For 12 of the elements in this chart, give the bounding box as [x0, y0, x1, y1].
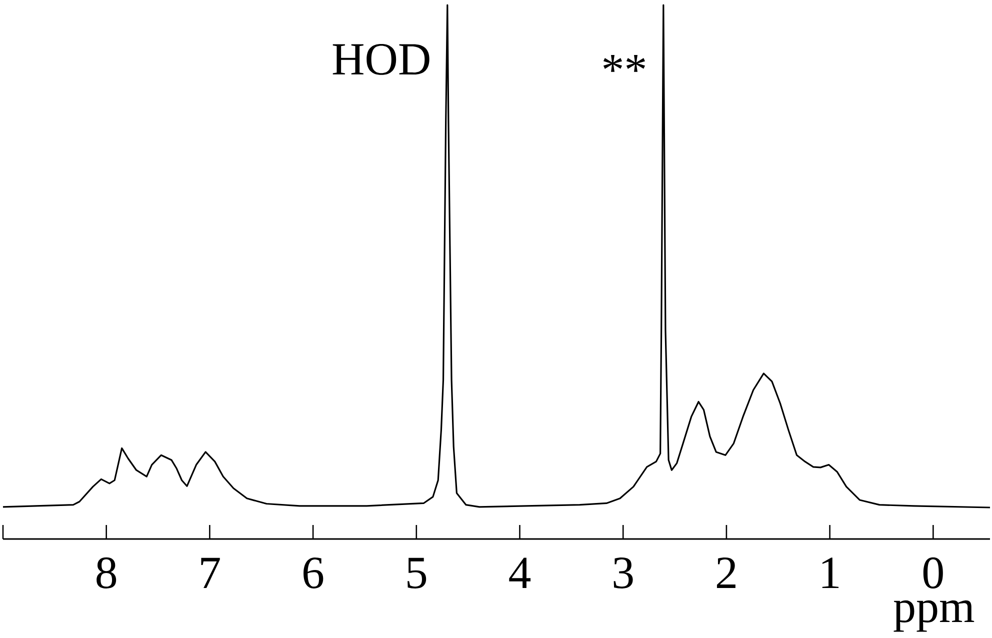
x-tick-label: 1 [822, 558, 839, 588]
annotation: HOD [332, 44, 430, 75]
x-tick-label: 7 [201, 558, 220, 588]
x-tick-label: 2 [716, 558, 736, 588]
annotation: ** [603, 54, 646, 72]
x-tick-label: 8 [96, 557, 116, 588]
x-tick-label: 4 [509, 558, 531, 588]
x-axis-title: ppm [894, 600, 974, 632]
x-tick-label: 3 [614, 558, 633, 588]
x-tick-label: 6 [304, 558, 324, 588]
x-tick-label: 5 [408, 558, 426, 588]
x-tick-label: 0 [923, 557, 943, 588]
